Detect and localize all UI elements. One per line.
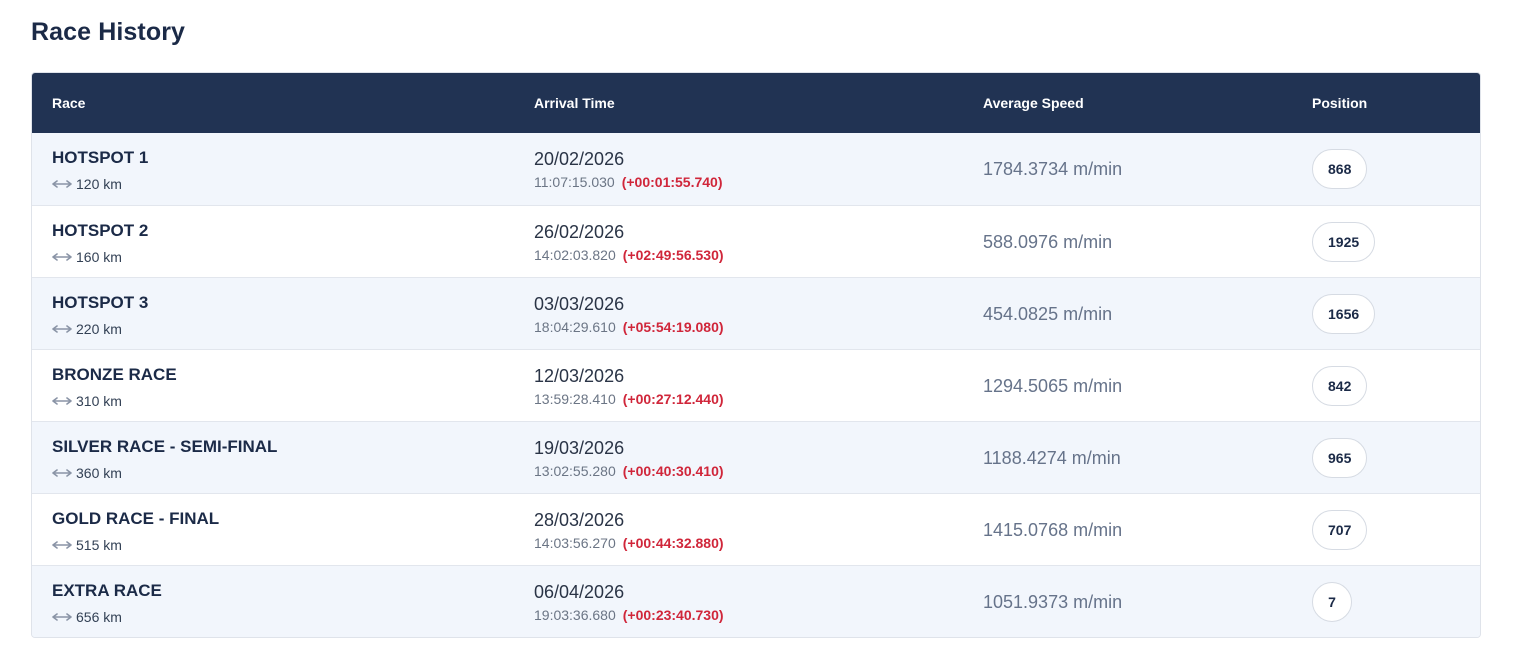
header-average-speed: Average Speed <box>983 95 1084 111</box>
average-speed: 454.0825 m/min <box>983 304 1113 324</box>
arrival-date: 28/03/2026 <box>534 510 625 530</box>
position-badge: 1656 <box>1312 294 1376 334</box>
average-speed: 1294.5065 m/min <box>983 376 1123 396</box>
header-arrival-time: Arrival Time <box>534 95 615 111</box>
race-name: BRONZE RACE <box>52 365 177 384</box>
arrival-clock: 11:07:15.030 <box>534 174 615 190</box>
arrival-date: 26/02/2026 <box>534 222 625 242</box>
double-arrow-icon <box>52 469 72 477</box>
arrival-time: 18:04:29.610 (+05:54:19.080) <box>534 319 724 335</box>
table-row[interactable]: EXTRA RACE 656 km 06/04/2026 19:03:36.68… <box>32 565 1480 637</box>
time-delta: (+00:27:12.440) <box>622 391 724 407</box>
page-title: Race History <box>31 18 186 46</box>
double-arrow-icon <box>52 180 72 188</box>
double-arrow-icon <box>52 613 72 621</box>
race-distance: 310 km <box>52 393 122 409</box>
arrival-clock: 18:04:29.610 <box>534 319 616 335</box>
position-badge: 7 <box>1312 582 1352 622</box>
arrival-clock: 19:03:36.680 <box>534 607 616 623</box>
arrival-time: 13:02:55.280 (+00:40:30.410) <box>534 463 724 479</box>
time-delta: (+02:49:56.530) <box>622 247 724 263</box>
table-row[interactable]: BRONZE RACE 310 km 12/03/2026 13:59:28.4… <box>32 349 1480 421</box>
average-speed: 588.0976 m/min <box>983 232 1113 252</box>
race-distance: 656 km <box>52 609 122 625</box>
arrival-date: 06/04/2026 <box>534 582 625 602</box>
race-name: HOTSPOT 3 <box>52 293 149 312</box>
race-name: EXTRA RACE <box>52 581 162 600</box>
arrival-date: 03/03/2026 <box>534 294 625 314</box>
double-arrow-icon <box>52 253 72 261</box>
race-distance: 120 km <box>52 176 122 192</box>
position-badge: 1925 <box>1312 222 1376 262</box>
position-badge: 842 <box>1312 366 1368 406</box>
double-arrow-icon <box>52 325 72 333</box>
race-distance: 515 km <box>52 537 122 553</box>
header-position: Position <box>1312 95 1368 111</box>
position-badge: 707 <box>1312 510 1368 550</box>
table-row[interactable]: HOTSPOT 3 220 km 03/03/2026 18:04:29.610… <box>32 277 1480 349</box>
arrival-date: 19/03/2026 <box>534 438 625 458</box>
race-history-table: Race Arrival Time Average Speed Position… <box>31 72 1481 638</box>
time-delta: (+05:54:19.080) <box>622 319 724 335</box>
race-name: HOTSPOT 2 <box>52 221 149 240</box>
arrival-time: 14:02:03.820 (+02:49:56.530) <box>534 247 724 263</box>
race-name: GOLD RACE - FINAL <box>52 509 220 528</box>
table-row[interactable]: HOTSPOT 1 120 km 20/02/2026 11:07:15.030… <box>32 133 1480 205</box>
distance-label: 160 km <box>76 249 122 265</box>
distance-label: 310 km <box>76 393 122 409</box>
position-badge: 965 <box>1312 438 1368 478</box>
distance-label: 120 km <box>76 176 122 192</box>
arrival-clock: 14:02:03.820 <box>534 247 616 263</box>
table-row[interactable]: HOTSPOT 2 160 km 26/02/2026 14:02:03.820… <box>32 205 1480 277</box>
table-row[interactable]: SILVER RACE - SEMI-FINAL 360 km 19/03/20… <box>32 421 1480 493</box>
race-name: SILVER RACE - SEMI-FINAL <box>52 437 278 456</box>
table-row[interactable]: GOLD RACE - FINAL 515 km 28/03/2026 14:0… <box>32 493 1480 565</box>
arrival-time: 19:03:36.680 (+00:23:40.730) <box>534 607 724 623</box>
race-name: HOTSPOT 1 <box>52 148 149 167</box>
distance-label: 220 km <box>76 321 122 337</box>
race-distance: 160 km <box>52 249 122 265</box>
time-delta: (+00:01:55.740) <box>621 174 723 190</box>
arrival-time: 14:03:56.270 (+00:44:32.880) <box>534 535 724 551</box>
table-header: Race Arrival Time Average Speed Position <box>32 73 1480 133</box>
double-arrow-icon <box>52 397 72 405</box>
position-badge: 868 <box>1312 149 1368 189</box>
table-body: HOTSPOT 1 120 km 20/02/2026 11:07:15.030… <box>32 133 1480 637</box>
race-distance: 360 km <box>52 465 122 481</box>
time-delta: (+00:23:40.730) <box>622 607 724 623</box>
distance-label: 515 km <box>76 537 122 553</box>
average-speed: 1784.3734 m/min <box>983 159 1123 179</box>
arrival-clock: 14:03:56.270 <box>534 535 616 551</box>
average-speed: 1051.9373 m/min <box>983 592 1123 612</box>
arrival-time: 11:07:15.030 (+00:01:55.740) <box>534 174 723 190</box>
average-speed: 1188.4274 m/min <box>983 448 1121 468</box>
arrival-clock: 13:59:28.410 <box>534 391 616 407</box>
arrival-time: 13:59:28.410 (+00:27:12.440) <box>534 391 724 407</box>
distance-label: 360 km <box>76 465 122 481</box>
arrival-date: 12/03/2026 <box>534 366 625 386</box>
double-arrow-icon <box>52 541 72 549</box>
header-race: Race <box>52 95 86 111</box>
race-distance: 220 km <box>52 321 122 337</box>
arrival-clock: 13:02:55.280 <box>534 463 616 479</box>
average-speed: 1415.0768 m/min <box>983 520 1123 540</box>
time-delta: (+00:40:30.410) <box>622 463 724 479</box>
arrival-date: 20/02/2026 <box>534 149 625 169</box>
time-delta: (+00:44:32.880) <box>622 535 724 551</box>
distance-label: 656 km <box>76 609 122 625</box>
